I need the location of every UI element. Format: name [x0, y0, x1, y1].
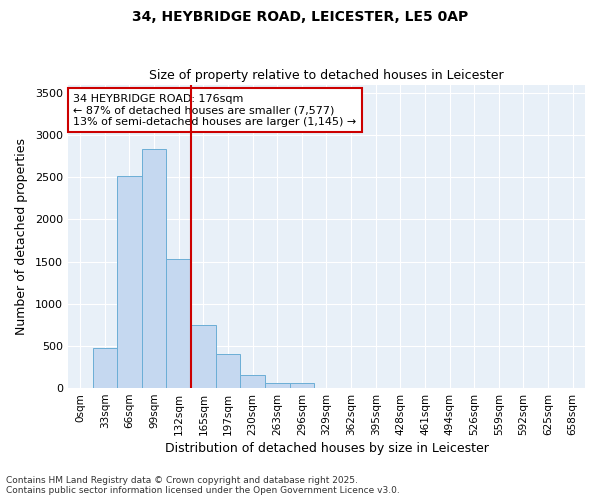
Bar [191, 325, 215, 388]
X-axis label: Distribution of detached houses by size in Leicester: Distribution of detached houses by size … [164, 442, 488, 455]
Bar [240, 376, 265, 388]
Bar [215, 354, 240, 388]
Text: 34 HEYBRIDGE ROAD: 176sqm
← 87% of detached houses are smaller (7,577)
13% of se: 34 HEYBRIDGE ROAD: 176sqm ← 87% of detac… [73, 94, 356, 127]
Bar [290, 383, 314, 388]
Text: 34, HEYBRIDGE ROAD, LEICESTER, LE5 0AP: 34, HEYBRIDGE ROAD, LEICESTER, LE5 0AP [132, 10, 468, 24]
Y-axis label: Number of detached properties: Number of detached properties [15, 138, 28, 335]
Bar [92, 348, 117, 388]
Bar [166, 259, 191, 388]
Title: Size of property relative to detached houses in Leicester: Size of property relative to detached ho… [149, 69, 504, 82]
Bar [265, 383, 290, 388]
Bar [117, 176, 142, 388]
Bar [142, 148, 166, 388]
Text: Contains HM Land Registry data © Crown copyright and database right 2025.
Contai: Contains HM Land Registry data © Crown c… [6, 476, 400, 495]
